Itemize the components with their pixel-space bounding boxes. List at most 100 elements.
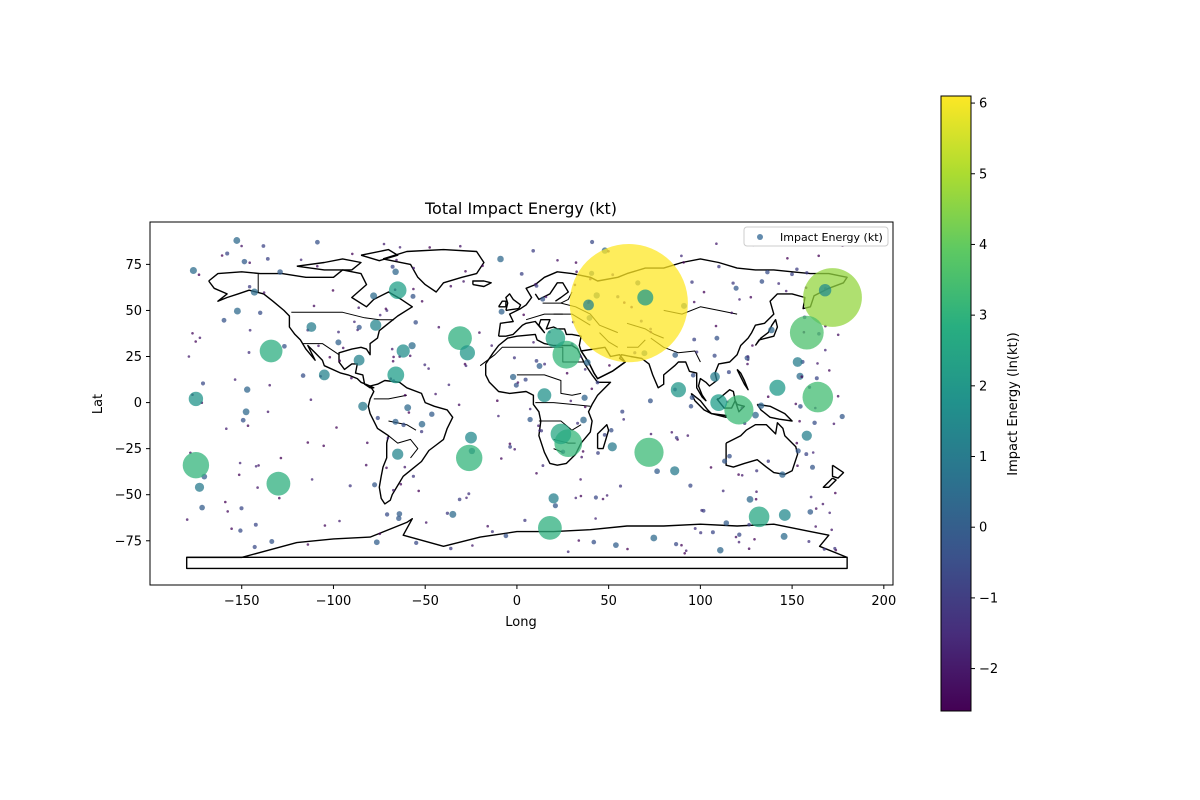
- impact-point: [689, 395, 695, 400]
- impact-point-major: [634, 437, 664, 467]
- impact-point: [714, 335, 720, 341]
- impact-point: [682, 261, 685, 264]
- impact-point: [537, 424, 540, 428]
- coastline: [754, 319, 779, 346]
- impact-point: [191, 332, 194, 335]
- legend-box: [743, 226, 889, 247]
- impact-point: [692, 300, 696, 304]
- impact-point: [462, 280, 465, 283]
- impact-point: [522, 313, 525, 317]
- impact-point: [543, 362, 547, 366]
- impact-point: [378, 532, 382, 536]
- impact-point: [407, 411, 411, 414]
- impact-point: [702, 290, 706, 294]
- y-tick-label: −25: [115, 442, 142, 457]
- impact-point: [754, 497, 758, 501]
- impact-point: [335, 426, 338, 429]
- impact-point: [700, 508, 704, 512]
- colorbar-tick-label: −1: [979, 591, 998, 606]
- legend: Impact Energy (kt): [743, 226, 889, 247]
- colorbar-tick-label: 0: [979, 521, 987, 536]
- impact-point: [574, 261, 578, 264]
- impact-point: [242, 408, 250, 416]
- impact-point: [300, 373, 306, 378]
- coastline: [360, 248, 399, 262]
- impact-point: [248, 261, 251, 265]
- impact-point: [240, 417, 246, 423]
- plot-frame: [149, 221, 894, 586]
- impact-point: [795, 267, 799, 272]
- impact-point: [738, 298, 741, 301]
- impact-point: [580, 455, 583, 459]
- chart-title: Total Impact Energy (kt): [424, 199, 617, 218]
- country-border: [388, 435, 419, 459]
- country-border: [291, 311, 394, 321]
- impact-point: [341, 346, 345, 350]
- impact-point: [686, 434, 690, 437]
- impact-point: [315, 239, 320, 245]
- impact-point: [830, 528, 833, 532]
- impact-point-major: [259, 339, 283, 363]
- impact-point: [237, 473, 241, 477]
- impact-point: [306, 543, 310, 546]
- impact-point: [384, 512, 390, 517]
- impact-point: [323, 524, 327, 527]
- impact-point: [467, 492, 471, 496]
- impact-point: [414, 540, 419, 546]
- impact-point-major: [448, 326, 472, 350]
- impact-point: [807, 539, 811, 544]
- impact-point-major: [545, 328, 566, 348]
- impact-point: [712, 353, 717, 358]
- impact-point: [766, 459, 770, 463]
- impact-point: [807, 509, 814, 515]
- impact-point: [519, 272, 524, 276]
- impact-point: [755, 490, 758, 494]
- impact-point-major: [387, 366, 405, 384]
- impact-point: [353, 320, 356, 324]
- impact-point: [429, 411, 435, 417]
- impact-point: [796, 372, 804, 380]
- impact-point: [465, 496, 468, 500]
- impact-point: [257, 310, 263, 316]
- impact-point: [396, 515, 402, 521]
- impact-point: [187, 355, 191, 358]
- impact-point: [410, 293, 416, 299]
- impact-point-major: [769, 379, 786, 396]
- impact-point: [766, 395, 770, 399]
- impact-point: [233, 378, 237, 381]
- colorbar-tick-label: 6: [979, 97, 987, 112]
- y-tick-label: 50: [125, 304, 142, 319]
- impact-point: [490, 344, 494, 347]
- coastline: [472, 280, 492, 288]
- impact-point: [404, 404, 412, 412]
- coastline: [822, 477, 837, 488]
- impact-point: [252, 544, 257, 550]
- impact-point: [445, 511, 450, 515]
- impact-point: [457, 497, 462, 502]
- impact-point: [790, 272, 794, 277]
- impact-point: [221, 317, 227, 323]
- impact-point: [316, 264, 319, 268]
- impact-point: [508, 445, 512, 449]
- impact-point: [335, 339, 342, 346]
- impact-point: [496, 399, 499, 403]
- impact-point: [282, 343, 287, 349]
- impact-point: [412, 287, 415, 291]
- impact-point: [577, 539, 581, 542]
- impact-point: [230, 527, 233, 530]
- colorbar-tick-label: 3: [979, 309, 987, 324]
- impact-point: [836, 394, 840, 398]
- highlighted-points: [182, 244, 862, 540]
- impact-point: [709, 466, 713, 469]
- impact-point: [800, 375, 804, 379]
- impact-point: [805, 271, 809, 275]
- impact-point: [601, 497, 605, 501]
- impact-point: [779, 471, 786, 478]
- impact-point: [575, 270, 578, 274]
- x-tick-label: −150: [224, 594, 260, 609]
- x-tick-label: 0: [513, 594, 521, 609]
- impact-point: [650, 534, 658, 542]
- impact-point: [544, 295, 548, 299]
- impact-point: [531, 249, 535, 253]
- x-tick-label: −100: [316, 594, 352, 609]
